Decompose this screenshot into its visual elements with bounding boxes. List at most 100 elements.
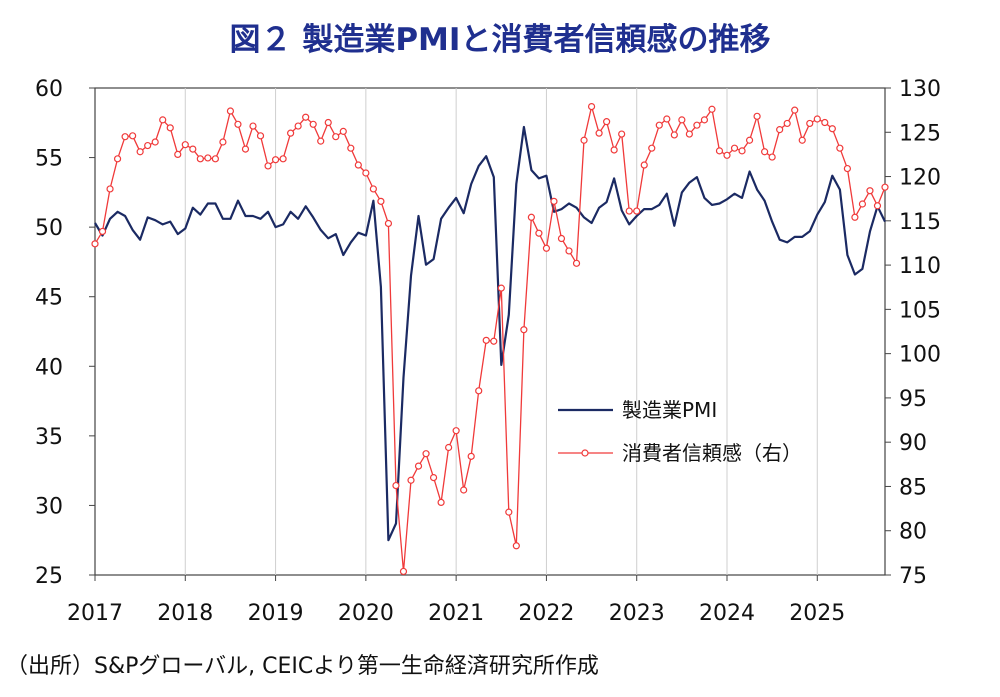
- data-point: [347, 144, 355, 152]
- data-point: [700, 116, 709, 124]
- data-point: [791, 106, 799, 114]
- x-tick-label: 2025: [789, 601, 845, 626]
- data-point: [392, 481, 400, 490]
- data-point: [159, 116, 167, 124]
- data-point: [422, 450, 430, 458]
- data-point: [505, 508, 513, 516]
- data-point: [196, 155, 204, 163]
- data-point: [332, 133, 340, 141]
- data-point: [384, 219, 393, 228]
- data-point: [776, 126, 784, 134]
- data-point: [181, 141, 189, 149]
- legend-label: 消費者信頼感（右）: [622, 441, 802, 465]
- data-point: [512, 542, 520, 550]
- data-point: [467, 452, 475, 460]
- data-point: [151, 138, 159, 146]
- data-point: [234, 120, 242, 128]
- data-point: [783, 119, 791, 128]
- right-tick-label: 125: [899, 121, 941, 146]
- data-point: [287, 129, 295, 137]
- data-point: [490, 337, 498, 345]
- data-point: [399, 567, 408, 576]
- data-point: [204, 154, 212, 162]
- data-point: [730, 144, 739, 152]
- data-point: [279, 155, 287, 163]
- data-point: [113, 155, 122, 163]
- data-point: [189, 145, 197, 153]
- data-point: [866, 187, 874, 195]
- series-layer: [91, 102, 889, 576]
- data-point: [241, 145, 250, 153]
- data-point: [625, 207, 633, 215]
- data-point: [166, 124, 174, 132]
- data-point: [211, 155, 219, 163]
- right-axis-ticks: 75 80 85 90 95 100 105 110 115 120 125 130: [885, 77, 941, 589]
- data-point: [685, 130, 693, 138]
- data-point: [226, 107, 235, 115]
- legend: 製造業PMI 消費者信頼感（右）: [558, 398, 802, 465]
- data-point: [475, 387, 483, 395]
- data-point: [302, 113, 310, 121]
- data-point: [437, 498, 445, 506]
- source-note: （出所）S&Pグローバル, CEICより第一生命経済研究所作成: [6, 654, 599, 679]
- x-tick-label: 2017: [67, 601, 123, 626]
- data-point: [873, 202, 882, 210]
- x-axis-ticks: 2017 2018 2019 2020 2021 2022 2023 2024 2025: [67, 575, 845, 626]
- data-point: [565, 247, 573, 255]
- data-point: [309, 120, 317, 128]
- data-point: [317, 137, 325, 145]
- data-point: [708, 105, 716, 113]
- data-point: [587, 102, 596, 111]
- data-point: [219, 138, 227, 146]
- right-tick-label: 105: [899, 298, 941, 323]
- data-point: [264, 162, 272, 170]
- data-point: [851, 213, 859, 221]
- data-point: [339, 127, 347, 135]
- data-point: [813, 115, 821, 123]
- data-point: [648, 144, 656, 152]
- right-tick-label: 85: [899, 475, 927, 500]
- chart-title: 図２ 製造業PMIと消費者信頼感の推移: [229, 22, 771, 58]
- data-point: [482, 336, 490, 344]
- data-point: [362, 169, 370, 177]
- right-tick-label: 95: [899, 387, 927, 412]
- data-point: [798, 136, 806, 144]
- data-point: [678, 116, 686, 124]
- left-tick-label: 55: [35, 147, 63, 172]
- x-tick-label: 2022: [518, 601, 574, 626]
- data-point: [369, 185, 377, 193]
- data-point: [497, 284, 505, 292]
- data-point: [761, 148, 769, 156]
- x-tick-label: 2021: [428, 601, 484, 626]
- data-point: [460, 486, 468, 494]
- data-point: [542, 244, 551, 252]
- data-point: [550, 197, 558, 205]
- data-point: [753, 112, 761, 120]
- data-point: [738, 147, 746, 155]
- x-tick-label: 2019: [248, 601, 304, 626]
- right-tick-label: 120: [899, 166, 941, 191]
- left-tick-label: 30: [35, 494, 63, 519]
- data-point: [768, 153, 776, 161]
- right-tick-label: 80: [899, 520, 927, 545]
- data-point: [881, 183, 889, 191]
- data-point: [136, 148, 144, 156]
- x-tick-label: 2023: [609, 601, 665, 626]
- x-tick-label: 2024: [699, 601, 755, 626]
- data-point: [655, 121, 663, 129]
- data-point: [98, 227, 107, 236]
- data-point: [256, 132, 265, 140]
- data-point: [843, 164, 851, 173]
- data-point: [271, 156, 280, 164]
- data-point: [693, 121, 701, 129]
- data-point: [354, 161, 362, 169]
- left-tick-label: 50: [35, 216, 63, 241]
- data-point: [294, 122, 302, 130]
- data-point: [407, 476, 415, 484]
- data-point: [610, 146, 618, 154]
- left-tick-label: 25: [35, 564, 63, 589]
- data-point: [121, 133, 129, 141]
- data-point: [91, 240, 99, 248]
- data-point: [828, 125, 836, 133]
- data-point: [806, 119, 814, 128]
